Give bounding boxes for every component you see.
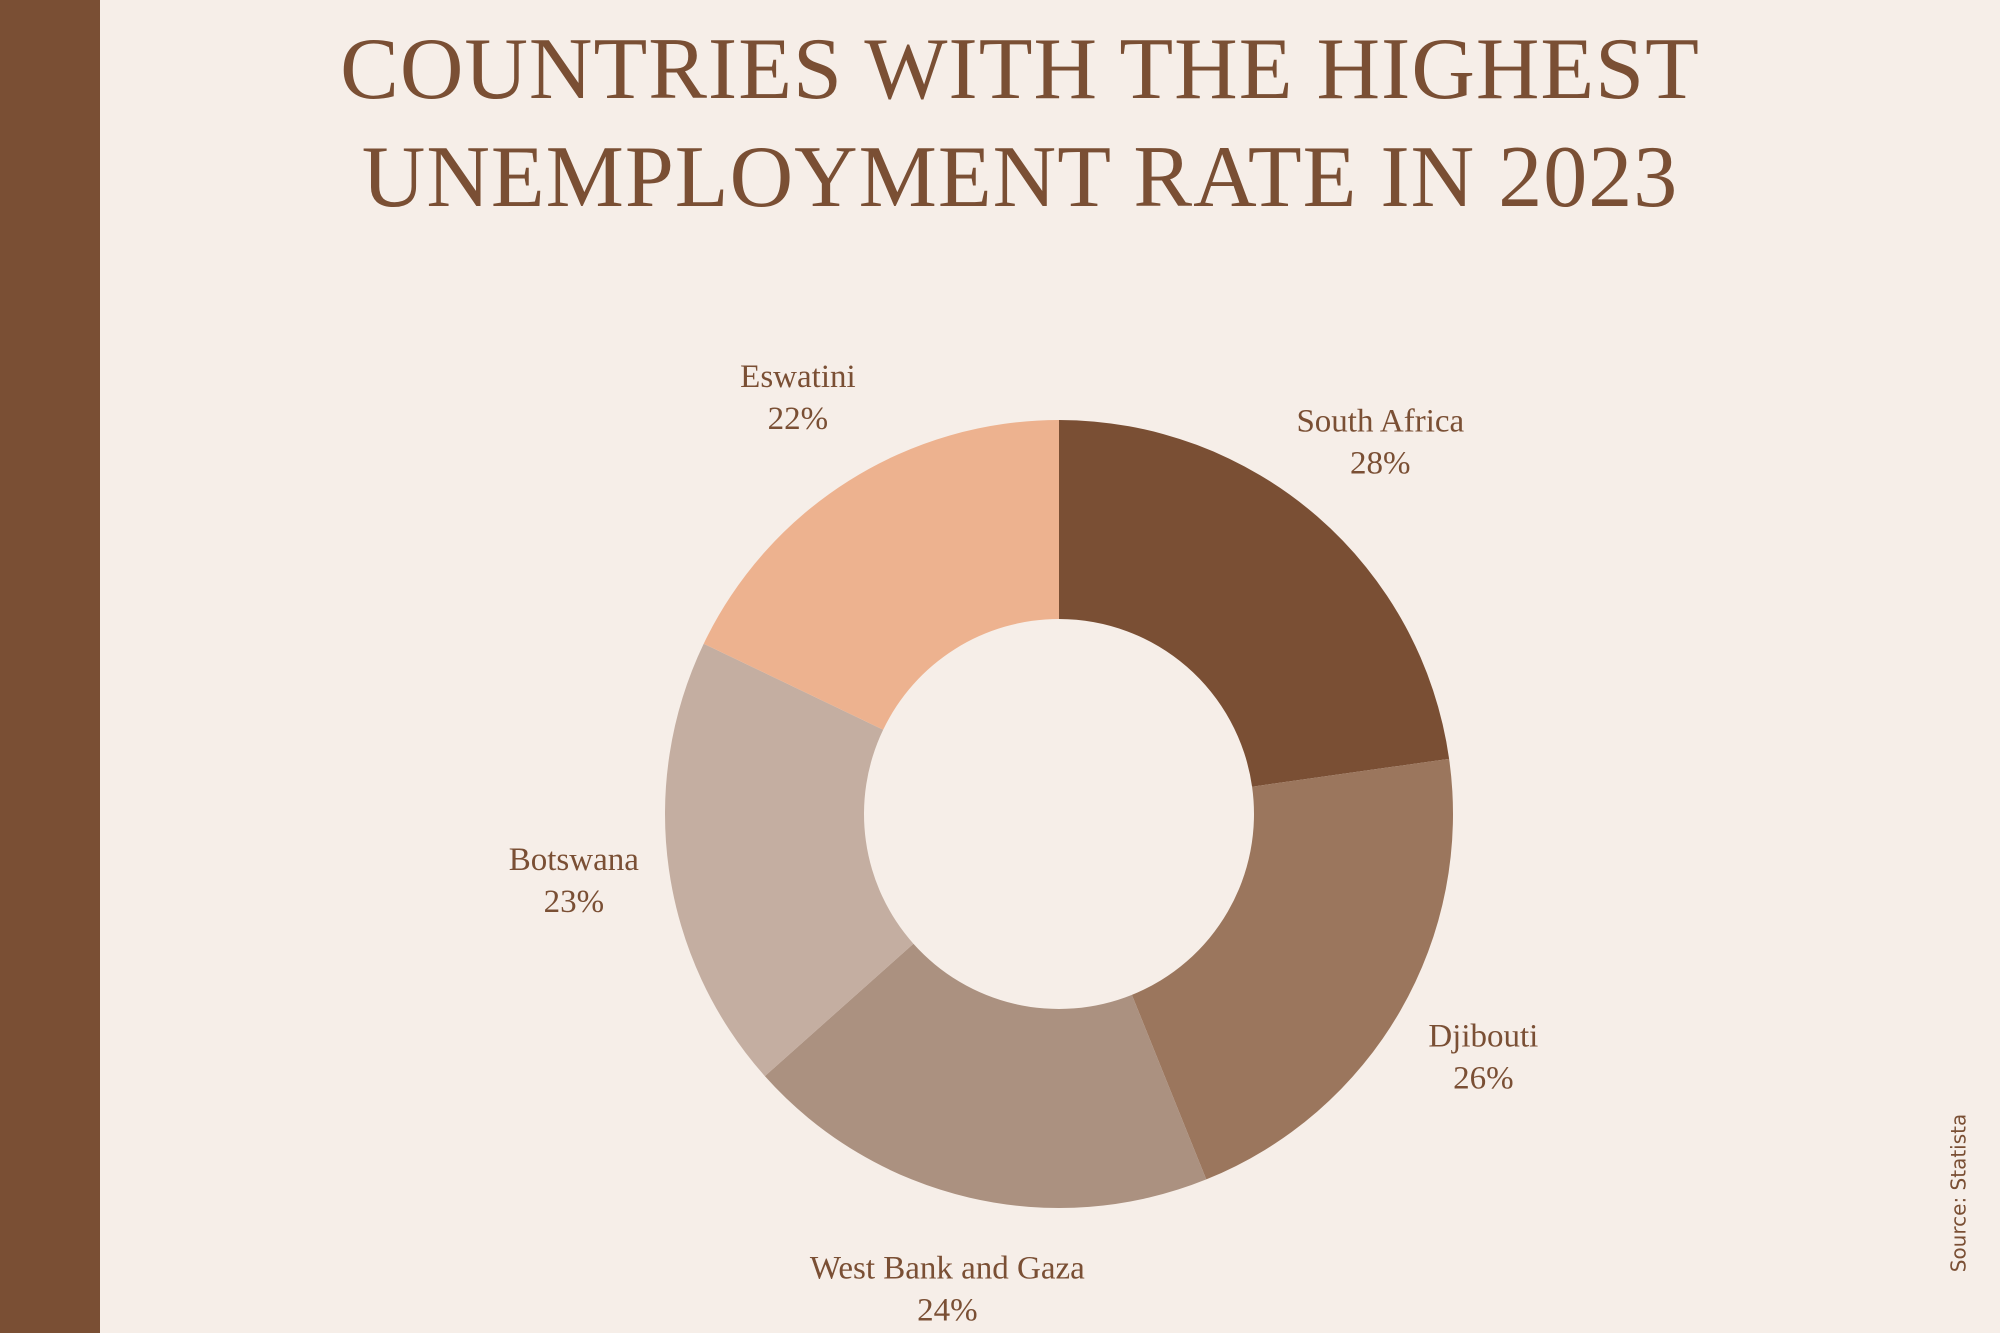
chart-title: COUNTRIES WITH THE HIGHEST <box>340 21 1700 118</box>
slice-label: Eswatini <box>740 359 855 395</box>
value-label: 24% <box>917 1293 978 1329</box>
slice-label: Djibouti <box>1428 1019 1538 1055</box>
slice <box>1059 420 1450 787</box>
slice-label: West Bank and Gaza <box>810 1251 1085 1287</box>
slice-label: Botswana <box>509 842 640 878</box>
value-label: 22% <box>768 401 829 437</box>
side-bar <box>0 0 100 1333</box>
value-label: 28% <box>1350 446 1411 482</box>
value-label: 23% <box>544 884 605 920</box>
value-label: 26% <box>1453 1061 1514 1097</box>
slice <box>665 643 914 1077</box>
slice <box>1131 758 1453 1180</box>
slice <box>703 420 1059 730</box>
slice <box>764 943 1207 1208</box>
slice-label: South Africa <box>1296 404 1464 440</box>
chart-title: UNEMPLOYMENT RATE IN 2023 <box>362 129 1678 226</box>
source: Source: Statista <box>1947 1114 1971 1273</box>
